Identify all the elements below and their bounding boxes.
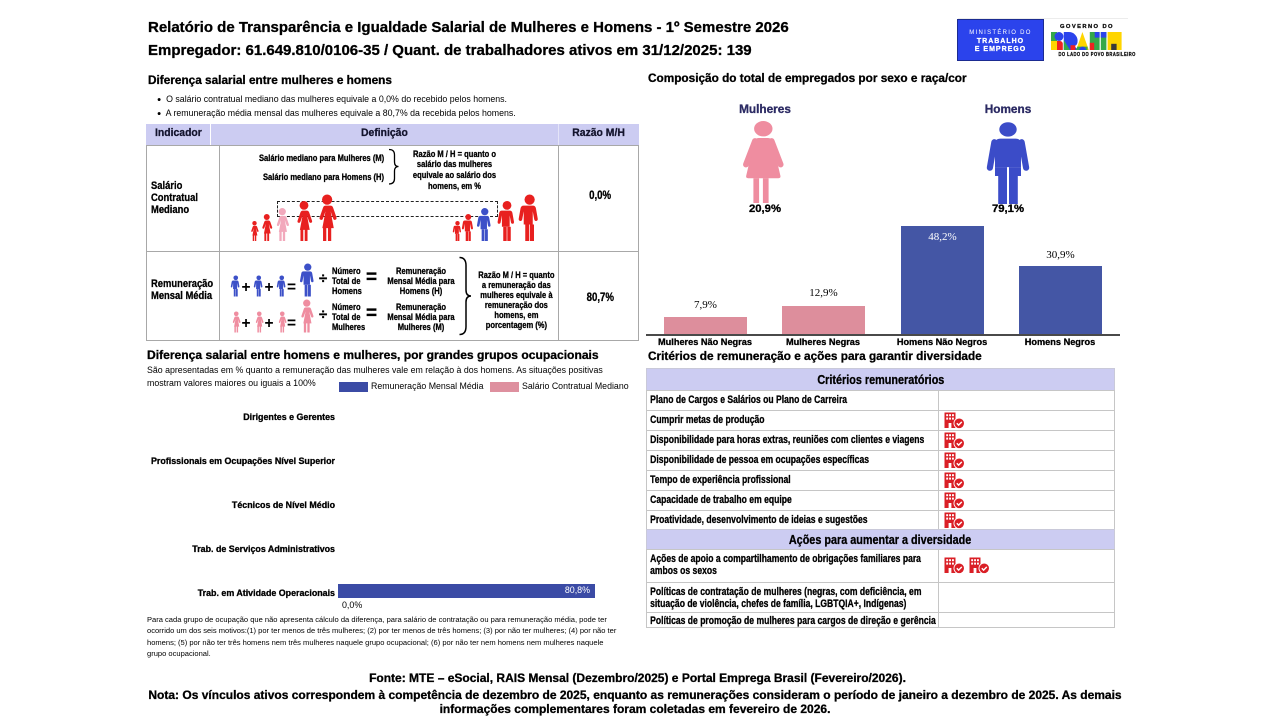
svg-text:+: + bbox=[265, 315, 274, 332]
svg-text:+: + bbox=[265, 279, 274, 296]
svg-text:=: = bbox=[287, 315, 296, 332]
svg-text:+: + bbox=[242, 279, 251, 296]
svg-text:+: + bbox=[242, 315, 251, 332]
svg-text:=: = bbox=[287, 279, 296, 296]
